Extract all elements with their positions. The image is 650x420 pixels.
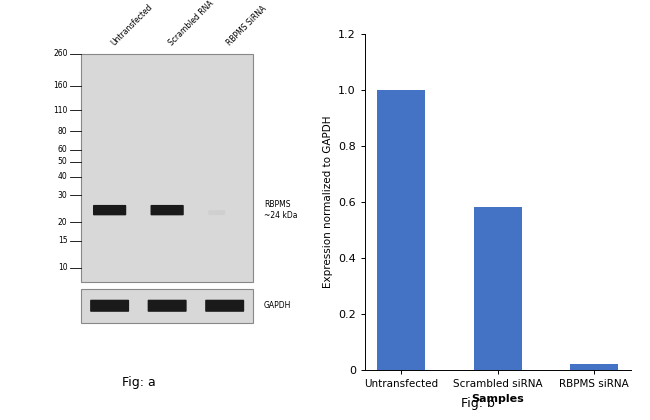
FancyBboxPatch shape xyxy=(209,210,225,215)
Text: 60: 60 xyxy=(58,145,68,155)
Text: RBPMS SiRNA: RBPMS SiRNA xyxy=(225,4,268,47)
Text: Untransfected: Untransfected xyxy=(110,2,155,47)
Text: Fig: a: Fig: a xyxy=(122,376,156,389)
FancyBboxPatch shape xyxy=(151,205,184,215)
FancyBboxPatch shape xyxy=(81,54,254,282)
Text: 260: 260 xyxy=(53,49,68,58)
X-axis label: Samples: Samples xyxy=(471,394,524,404)
FancyBboxPatch shape xyxy=(148,300,187,312)
Text: 20: 20 xyxy=(58,218,68,227)
Y-axis label: Expression normalized to GAPDH: Expression normalized to GAPDH xyxy=(322,116,333,288)
FancyBboxPatch shape xyxy=(205,300,244,312)
FancyBboxPatch shape xyxy=(90,300,129,312)
Text: RBPMS
~24 kDa: RBPMS ~24 kDa xyxy=(264,200,298,220)
Bar xyxy=(570,364,618,370)
Text: Fig: b: Fig: b xyxy=(461,397,495,410)
FancyBboxPatch shape xyxy=(93,205,126,215)
Text: 50: 50 xyxy=(58,158,68,166)
Text: 30: 30 xyxy=(58,191,68,200)
Text: 10: 10 xyxy=(58,263,68,272)
Bar xyxy=(474,207,522,370)
FancyBboxPatch shape xyxy=(81,289,254,323)
Text: 110: 110 xyxy=(53,106,68,115)
Bar xyxy=(377,89,425,370)
Text: GAPDH: GAPDH xyxy=(264,301,291,310)
Text: Scrambled RNA: Scrambled RNA xyxy=(167,0,216,47)
Text: 40: 40 xyxy=(58,172,68,181)
Text: 80: 80 xyxy=(58,126,68,136)
Text: 15: 15 xyxy=(58,236,68,245)
Text: 160: 160 xyxy=(53,81,68,90)
